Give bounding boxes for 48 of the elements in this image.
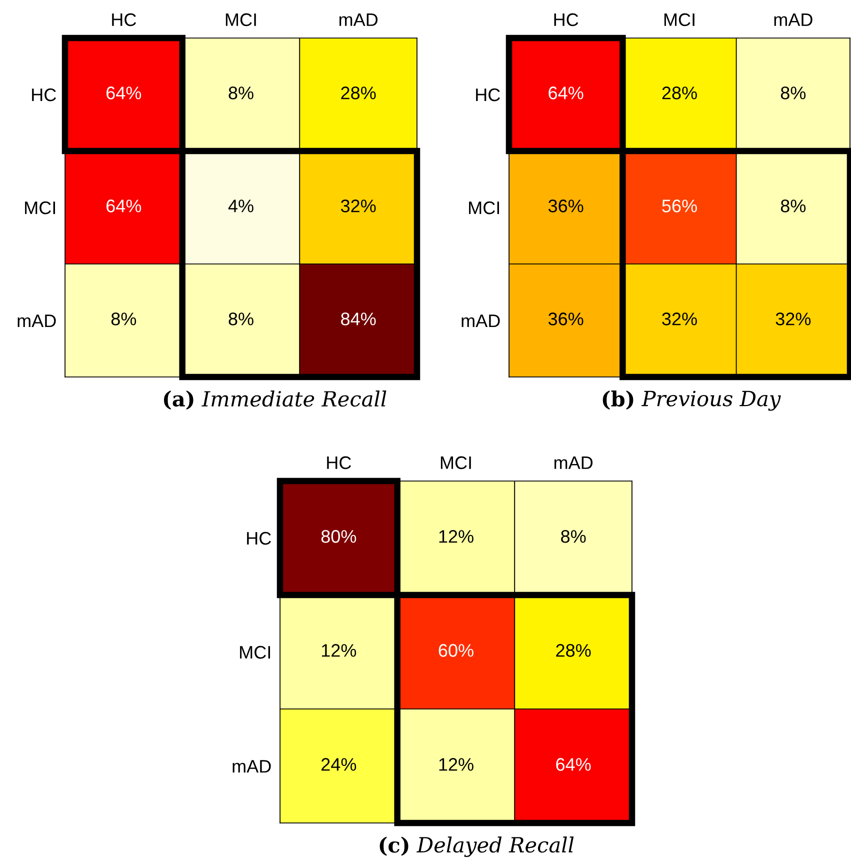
y-tick-label: HC — [32, 88, 56, 102]
text: (a) Immediate Recall — [164, 390, 386, 410]
x-tick-label: HC — [112, 13, 136, 26]
data-label: 60% — [438, 644, 474, 657]
data-label: 56% — [662, 200, 697, 212]
y-tick-label: mAD — [18, 314, 56, 328]
x-tick-label: MCI — [440, 456, 471, 470]
data-label: 12% — [439, 758, 474, 771]
x-tick-label: mAD — [774, 14, 812, 26]
data-label: 28% — [341, 86, 376, 100]
data-label: 64% — [548, 86, 584, 100]
y-tick-label: mAD — [232, 760, 271, 773]
x-tick-label: HC — [327, 456, 352, 470]
data-label: 32% — [776, 312, 811, 326]
data-label: 28% — [556, 644, 591, 657]
data-label: 4% — [228, 200, 254, 212]
text: (b) Previous Day — [602, 390, 781, 411]
data-label: 8% — [228, 312, 254, 326]
y-tick-label: mAD — [462, 314, 500, 328]
x-tick-label: MCI — [226, 13, 256, 26]
text: (c) Delayed Recall — [380, 836, 574, 857]
y-tick-label: HC — [247, 532, 271, 545]
data-label: 8% — [111, 312, 136, 326]
x-tick-label: HC — [554, 13, 578, 26]
data-label: 36% — [548, 200, 584, 212]
x-tick-label: MCI — [664, 13, 694, 26]
x-tick-label: mAD — [554, 456, 593, 469]
data-label: 8% — [780, 200, 806, 212]
y-tick-label: HC — [476, 88, 500, 102]
data-label: 24% — [322, 758, 356, 771]
y-tick-label: MCI — [240, 646, 270, 659]
data-label: 64% — [106, 200, 142, 212]
data-label: 64% — [556, 758, 591, 771]
data-label: 84% — [341, 312, 376, 326]
data-label: 36% — [548, 312, 584, 326]
y-tick-label: MCI — [469, 201, 500, 214]
data-label: 64% — [106, 86, 142, 100]
data-label: 8% — [780, 86, 806, 100]
data-label: 80% — [321, 530, 356, 543]
data-label: 8% — [228, 86, 254, 100]
data-label: 32% — [340, 200, 376, 212]
data-label: 32% — [662, 312, 697, 326]
data-label: 12% — [322, 644, 356, 657]
x-tick-label: mAD — [339, 14, 378, 26]
data-label: 28% — [662, 86, 697, 100]
data-label: 12% — [439, 530, 474, 543]
data-label: 8% — [561, 530, 586, 543]
y-tick-label: MCI — [25, 201, 56, 214]
